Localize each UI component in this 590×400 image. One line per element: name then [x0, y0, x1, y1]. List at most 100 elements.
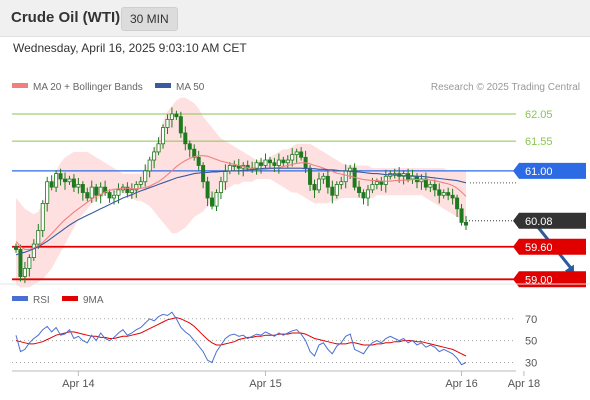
candle-body — [334, 184, 339, 196]
level-label: 62.05 — [525, 109, 553, 121]
level-label: 61.00 — [525, 166, 553, 178]
candle-body — [205, 181, 210, 199]
candle-body — [428, 184, 433, 188]
candle-body — [316, 178, 321, 191]
candle-body — [463, 221, 468, 226]
candle-body — [330, 186, 335, 196]
candle-body — [116, 189, 121, 196]
candle-body — [40, 203, 45, 231]
legend-label-ma20: MA 20 + Bollinger Bands — [33, 82, 143, 93]
level-tag — [513, 271, 586, 288]
candle-body — [357, 186, 362, 193]
candle-body — [218, 181, 223, 193]
candle-body — [214, 192, 219, 207]
x-axis: Apr 14 Apr 15 Apr 16 Apr 18 — [62, 371, 540, 390]
rsi-line — [15, 311, 467, 366]
candle-body — [138, 181, 143, 185]
candle-body — [450, 194, 455, 199]
candle-body — [76, 184, 81, 188]
candle-body — [392, 173, 397, 175]
timestamp: Wednesday, April 16, 2025 9:03:10 AM CET — [13, 41, 247, 55]
level-tag — [513, 238, 586, 255]
candle-body — [419, 178, 424, 183]
candle-body — [22, 268, 27, 277]
candle-body — [80, 184, 85, 193]
candle-body — [94, 186, 99, 196]
candle-body — [156, 143, 161, 153]
candle-body — [67, 178, 72, 183]
rsi-tick-label: 30 — [525, 358, 537, 370]
candle-body — [27, 257, 32, 269]
legend-label-rsi: RSI — [33, 295, 50, 306]
ma50-line — [15, 167, 467, 256]
candle-body — [36, 230, 41, 245]
candle-body — [178, 116, 183, 134]
candle-body — [325, 175, 330, 188]
candle-body — [437, 189, 442, 196]
candle-body — [98, 186, 103, 196]
candle-body — [259, 162, 264, 166]
ma20-line — [15, 155, 467, 251]
candle-body — [432, 184, 437, 191]
candle-body — [343, 170, 348, 183]
candle-body — [281, 159, 286, 164]
candle-body — [441, 192, 446, 196]
candle-body — [227, 165, 232, 172]
candle-body — [254, 162, 259, 169]
candle-body — [272, 162, 277, 166]
candle-body — [18, 249, 23, 277]
candle-body — [89, 186, 94, 199]
x-tick-label: Apr 14 — [62, 378, 94, 390]
interval-selector[interactable]: 30 MIN — [121, 7, 178, 31]
candle-body — [107, 192, 112, 199]
candle-body — [58, 173, 63, 180]
candle-body — [290, 154, 295, 161]
candle-body — [294, 151, 299, 156]
candle-body — [45, 181, 50, 204]
candle-body — [54, 173, 59, 188]
candle-body — [379, 181, 384, 185]
rsi-tick-label: 70 — [525, 314, 537, 326]
candle-body — [267, 159, 272, 164]
candle-body — [383, 175, 388, 185]
level-label: 60.08 — [525, 216, 553, 228]
candle-body — [370, 184, 375, 191]
x-tick-label: Apr 15 — [249, 378, 281, 390]
price-level-labels: 62.05 61.55 61.00 60.08 59.60 59.00 — [513, 109, 586, 288]
legend-swatch-rsi — [12, 296, 28, 301]
candle-body — [63, 178, 68, 183]
candle-body — [134, 184, 139, 191]
legend-swatch-ma20 — [12, 83, 28, 88]
candle-body — [71, 178, 76, 188]
candle-body — [169, 113, 174, 120]
candle-body — [348, 167, 353, 172]
candle-body — [308, 167, 313, 185]
candle-body — [129, 189, 134, 193]
candle-body — [161, 127, 166, 145]
candle-body — [210, 197, 215, 207]
candle-body — [174, 113, 179, 118]
legend-label-ma50: MA 50 — [176, 82, 205, 93]
candle-body — [455, 197, 460, 210]
rsi-ma-line — [15, 317, 467, 357]
candle-body — [223, 170, 228, 183]
candle-body — [339, 181, 344, 185]
candle-body — [183, 132, 188, 145]
candle-body — [125, 186, 130, 193]
candle-body — [201, 165, 206, 183]
candle-body — [446, 192, 451, 196]
candle-body — [147, 159, 152, 172]
level-tag — [513, 162, 586, 179]
candle-body — [112, 194, 117, 199]
candle-body — [165, 118, 170, 128]
x-tick-label: Apr 16 — [445, 378, 477, 390]
rsi-tick-label: 50 — [525, 336, 537, 348]
candle-body — [49, 181, 54, 188]
candle-body — [374, 181, 379, 185]
candle-body — [152, 151, 157, 161]
instrument-title: Crude Oil (WTI) — [11, 9, 121, 26]
candle-body — [312, 184, 317, 191]
candle-body — [232, 165, 237, 167]
legend-label-9ma: 9MA — [83, 295, 104, 306]
